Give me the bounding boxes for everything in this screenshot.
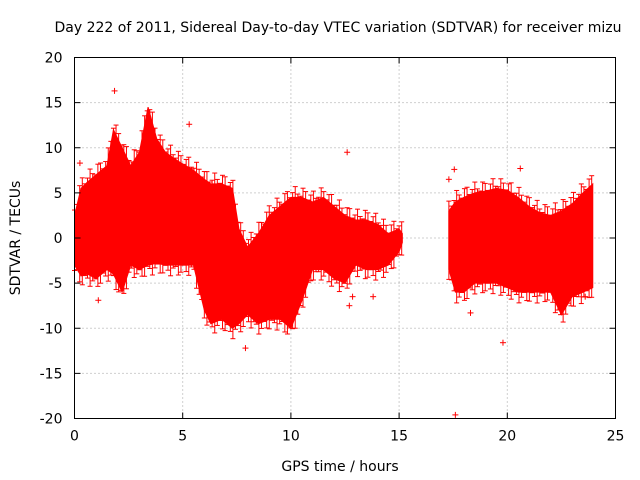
- y-tick-label: 10: [45, 141, 63, 157]
- chart-title: Day 222 of 2011, Sidereal Day-to-day VTE…: [55, 20, 622, 36]
- y-tick-label: -5: [49, 276, 63, 292]
- x-tick-label: 5: [178, 429, 187, 445]
- outlier-point: [582, 293, 589, 300]
- outlier-point: [76, 160, 83, 167]
- outlier-point: [370, 293, 377, 300]
- outlier-point: [452, 411, 459, 418]
- data-series: [72, 87, 595, 418]
- outlier-point: [95, 297, 102, 304]
- outlier-point: [111, 87, 118, 94]
- y-axis-label: SDTVAR / TECUs: [8, 181, 24, 296]
- outlier-point: [349, 293, 356, 300]
- x-axis-label: GPS time / hours: [281, 459, 398, 475]
- x-tick-label: 20: [498, 429, 516, 445]
- y-tick-label: -10: [40, 321, 63, 337]
- outlier-point: [517, 165, 524, 172]
- x-tick-label: 25: [607, 429, 625, 445]
- x-tick-label: 10: [282, 429, 300, 445]
- y-tick-label: 0: [54, 231, 63, 247]
- outlier-point: [451, 166, 458, 173]
- outlier-point: [344, 149, 351, 156]
- outlier-point: [467, 309, 474, 316]
- outlier-point: [346, 302, 353, 309]
- y-tick-label: 20: [45, 51, 63, 67]
- outlier-point: [186, 121, 193, 128]
- x-tick-label: 0: [70, 429, 79, 445]
- outlier-point: [499, 339, 506, 346]
- y-tick-label: -15: [40, 366, 63, 382]
- y-tick-label: 15: [45, 96, 63, 112]
- ticks: 0 5 10 15 20 25 -20 -15 -10 -5 0 5 10 15 20: [40, 51, 625, 445]
- outlier-point: [242, 345, 249, 352]
- x-tick-label: 15: [390, 429, 408, 445]
- outlier-point: [445, 176, 452, 183]
- y-tick-label: -20: [40, 412, 63, 428]
- y-tick-label: 5: [54, 186, 63, 202]
